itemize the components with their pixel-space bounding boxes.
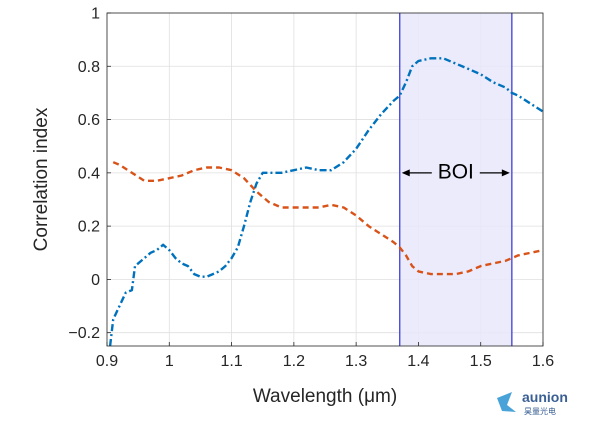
series-line-2	[112, 161, 544, 276]
axes-frame	[106, 12, 544, 347]
boi-arrowhead-right	[501, 169, 510, 177]
series-line-1	[108, 57, 544, 347]
x-tick-label: 1	[165, 353, 174, 370]
y-tick-label: 0.6	[78, 112, 100, 129]
logo-subtext: 昊量光电	[524, 406, 556, 416]
x-tick-label: 1.2	[283, 353, 305, 370]
boi-label: BOI	[438, 160, 474, 183]
logo-text: aunion	[522, 389, 568, 405]
y-axis-ticks: −0.2 0 0.2 0.4 0.6 0.8 1	[68, 6, 111, 342]
y-tick-label: 0.4	[78, 165, 100, 182]
y-tick-label: 0.2	[78, 219, 100, 236]
boi-region	[399, 13, 512, 346]
x-tick-label: 0.9	[96, 353, 118, 370]
brand-logo: aunion 昊量光电	[497, 389, 568, 416]
y-tick-label: 1	[91, 6, 100, 23]
x-tick-label: 1.6	[532, 353, 554, 370]
x-tick-label: 1.3	[345, 353, 367, 370]
boi-arrowhead-left	[401, 169, 410, 177]
x-axis-ticks: 0.9 1 1.1 1.2 1.3 1.4 1.5 1.6	[96, 342, 554, 370]
boi-annotation: BOI	[401, 160, 510, 183]
series-layer	[108, 57, 544, 347]
y-tick-label: 0	[91, 272, 100, 289]
x-tick-label: 1.4	[407, 353, 429, 370]
y-tick-label: −0.2	[68, 325, 100, 342]
y-tick-label: 0.8	[78, 59, 100, 76]
y-axis-title: Correlation index	[31, 107, 52, 251]
x-tick-label: 1.1	[220, 353, 242, 370]
x-axis-title: Wavelength (μm)	[253, 386, 397, 407]
x-tick-label: 1.5	[470, 353, 492, 370]
logo-mark-icon	[497, 392, 516, 412]
plot-area: BOI	[106, 12, 544, 347]
